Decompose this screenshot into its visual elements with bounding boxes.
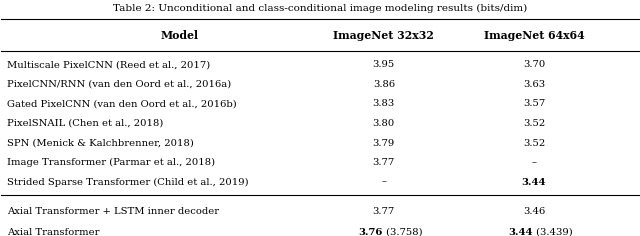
Text: –: – bbox=[381, 178, 387, 187]
Text: 3.52: 3.52 bbox=[523, 139, 545, 148]
Text: Axial Transformer: Axial Transformer bbox=[7, 228, 100, 236]
Text: 3.79: 3.79 bbox=[372, 139, 395, 148]
Text: (3.758): (3.758) bbox=[383, 228, 423, 236]
Text: 3.83: 3.83 bbox=[372, 99, 395, 108]
Text: 3.86: 3.86 bbox=[372, 80, 395, 89]
Text: 3.57: 3.57 bbox=[523, 99, 545, 108]
Text: Model: Model bbox=[161, 30, 198, 41]
Text: Multiscale PixelCNN (Reed et al., 2017): Multiscale PixelCNN (Reed et al., 2017) bbox=[7, 60, 211, 69]
Text: 3.77: 3.77 bbox=[372, 207, 395, 216]
Text: SPN (Menick & Kalchbrenner, 2018): SPN (Menick & Kalchbrenner, 2018) bbox=[7, 139, 194, 148]
Text: 3.46: 3.46 bbox=[523, 207, 545, 216]
Text: Image Transformer (Parmar et al., 2018): Image Transformer (Parmar et al., 2018) bbox=[7, 158, 215, 167]
Text: 3.80: 3.80 bbox=[372, 119, 395, 128]
Text: 3.52: 3.52 bbox=[523, 119, 545, 128]
Text: 3.76: 3.76 bbox=[358, 228, 383, 236]
Text: Axial Transformer + LSTM inner decoder: Axial Transformer + LSTM inner decoder bbox=[7, 207, 220, 216]
Text: PixelCNN/RNN (van den Oord et al., 2016a): PixelCNN/RNN (van den Oord et al., 2016a… bbox=[7, 80, 231, 89]
Text: Strided Sparse Transformer (Child et al., 2019): Strided Sparse Transformer (Child et al.… bbox=[7, 177, 249, 187]
Text: 3.63: 3.63 bbox=[523, 80, 545, 89]
Text: 3.95: 3.95 bbox=[372, 60, 395, 69]
Text: –: – bbox=[531, 158, 536, 167]
Text: Table 2: Unconditional and class-conditional image modeling results (bits/dim): Table 2: Unconditional and class-conditi… bbox=[113, 4, 527, 13]
Text: 3.44: 3.44 bbox=[508, 228, 532, 236]
Text: 3.44: 3.44 bbox=[522, 178, 546, 187]
Text: ImageNet 64x64: ImageNet 64x64 bbox=[484, 30, 584, 41]
Text: PixelSNAIL (Chen et al., 2018): PixelSNAIL (Chen et al., 2018) bbox=[7, 119, 163, 128]
Text: ImageNet 32x32: ImageNet 32x32 bbox=[333, 30, 435, 41]
Text: Gated PixelCNN (van den Oord et al., 2016b): Gated PixelCNN (van den Oord et al., 201… bbox=[7, 99, 237, 108]
Text: (3.439): (3.439) bbox=[533, 228, 573, 236]
Text: 3.70: 3.70 bbox=[523, 60, 545, 69]
Text: 3.77: 3.77 bbox=[372, 158, 395, 167]
